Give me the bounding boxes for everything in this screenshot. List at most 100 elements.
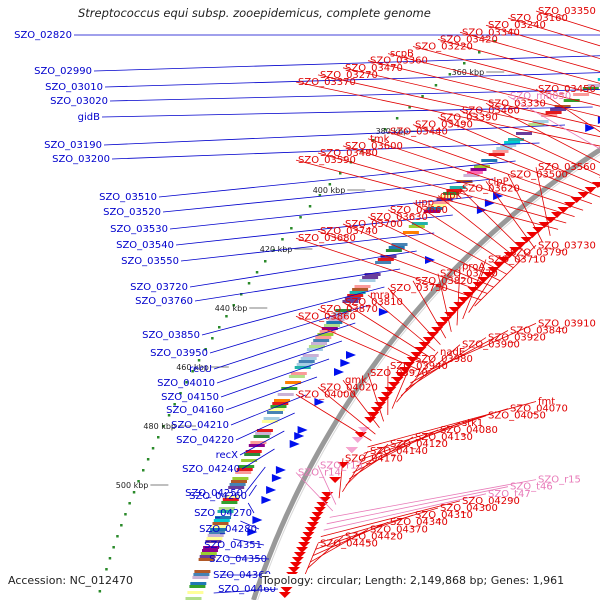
gene-label-left: SZO_04460 [218, 584, 276, 595]
gc-track-segment [187, 591, 204, 594]
gene-label-right: SZO_04080 [440, 425, 498, 436]
gene-label-left: SZO_04250 [185, 488, 243, 499]
gene-arrow-plus [311, 512, 324, 518]
gene-label-left: SZO_03510 [99, 192, 157, 203]
leader-line-left [158, 160, 516, 198]
gc-track-segment [481, 159, 498, 162]
leader-line-right [320, 500, 461, 537]
gene-label-right: scpB [390, 49, 414, 60]
leader-line-right [317, 308, 426, 365]
leader-line-left [235, 412, 295, 441]
gc-track-segment [391, 243, 408, 246]
gene-label-right: SZO_04420 [345, 531, 403, 542]
gc-track-segment [298, 360, 315, 363]
gene-label-left: SZO_02820 [14, 30, 72, 41]
tick-dot [179, 392, 182, 395]
gene-label-right: SZO_03860 [298, 311, 356, 322]
leader-line-right [459, 31, 600, 72]
gc-track-segment [375, 261, 392, 264]
gene-arrow-plus [577, 192, 590, 198]
leader-line-left [220, 358, 330, 398]
gene-arrow-plus [380, 392, 393, 398]
gene-label-right: stk1 [462, 418, 483, 429]
tick-dot [132, 491, 136, 494]
gc-track-segment [261, 420, 278, 423]
leader-line-right [507, 17, 600, 47]
gene-arrow-plus [570, 197, 583, 203]
gc-track-segment [326, 321, 343, 324]
gc-track-segment [317, 333, 334, 336]
leader-line-right [295, 159, 559, 230]
gene-label-left: SZO_04160 [166, 405, 224, 416]
tick-dot [112, 546, 115, 549]
rna-feature [345, 447, 358, 453]
gene-label-left: SZO_04150 [161, 392, 219, 403]
leader-line-left [180, 232, 435, 262]
tick-dot [211, 337, 214, 340]
gene-arrow-plus [364, 417, 377, 423]
tick-dot [408, 106, 411, 109]
gene-label-right: SZO_03500 [510, 169, 568, 180]
leader-line-right [307, 536, 344, 569]
leader-line-right [387, 53, 600, 107]
tick-dot [157, 436, 160, 439]
gene-label-right: SZO_r14 [298, 468, 341, 479]
gene-label-left: SZO_04270 [194, 508, 252, 519]
leader-line-right [535, 10, 600, 32]
gene-arrow-plus [288, 567, 300, 573]
gc-track-segment [281, 387, 298, 390]
gene-arrow-minus [334, 368, 344, 376]
gene-arrow-plus [367, 412, 380, 418]
gc-track-segment [516, 132, 532, 135]
leader-line-right [323, 493, 487, 531]
leader-line-right [295, 472, 334, 512]
gene-label-right: SZO_03330 [488, 98, 546, 109]
gc-track-segment [202, 549, 218, 552]
gene-label-right: proA [462, 262, 485, 273]
leader-line-right [295, 81, 600, 147]
gene-label-right: SZO_03460 [462, 105, 520, 116]
gene-arrow-minus [314, 398, 325, 406]
gene-label-left: SZO_03550 [121, 256, 179, 267]
gc-track-segment [550, 108, 567, 111]
leader-line-right [342, 223, 494, 288]
gc-track-segment [194, 570, 211, 573]
gene-label-right: SZO_03790 [510, 247, 568, 258]
leader-line-left [241, 448, 275, 470]
gene-label-right: SZO_03980 [415, 354, 473, 365]
gene-arrow-plus [509, 247, 522, 253]
gc-track-segment [335, 309, 352, 312]
gene-label-right: SZO_03360 [370, 56, 428, 67]
leader-line-right [410, 330, 509, 384]
kbp-scale-label: 360 kbp [452, 68, 485, 77]
gc-track-segment [228, 486, 245, 489]
leader-line-right [459, 110, 600, 176]
gene-label-left: recU [189, 364, 212, 375]
tick-dot [240, 293, 243, 296]
gc-track-segment [277, 393, 294, 396]
gene-arrow-plus [457, 297, 470, 303]
gene-label-right: SZO_03340 [462, 27, 520, 38]
gene-arrow-plus [584, 187, 597, 193]
leader-line-right [474, 245, 537, 307]
leader-line-right [387, 131, 593, 205]
tick-dot [142, 469, 145, 472]
gc-track-segment [528, 123, 545, 126]
gene-arrow-plus [388, 382, 400, 388]
leader-line-left [233, 538, 265, 546]
tick-dot [185, 381, 188, 384]
gene-arrow-plus [300, 537, 313, 543]
gene-arrow-plus [410, 352, 423, 358]
gc-track-segment [205, 540, 222, 543]
gene-arrow-plus [304, 527, 317, 533]
gene-arrow-plus [544, 217, 557, 223]
tick-dot [255, 271, 259, 274]
gc-track-segment [349, 291, 366, 294]
accession-label: Accession: NC_012470 [8, 574, 134, 587]
gc-track-segment [218, 507, 235, 510]
gene-arrow-plus [329, 477, 342, 483]
leader-line-left [213, 322, 356, 370]
gene-label-right: SZO_03490 [415, 120, 473, 131]
gene-arrow-plus [520, 237, 533, 243]
gc-track-segment [190, 582, 207, 585]
